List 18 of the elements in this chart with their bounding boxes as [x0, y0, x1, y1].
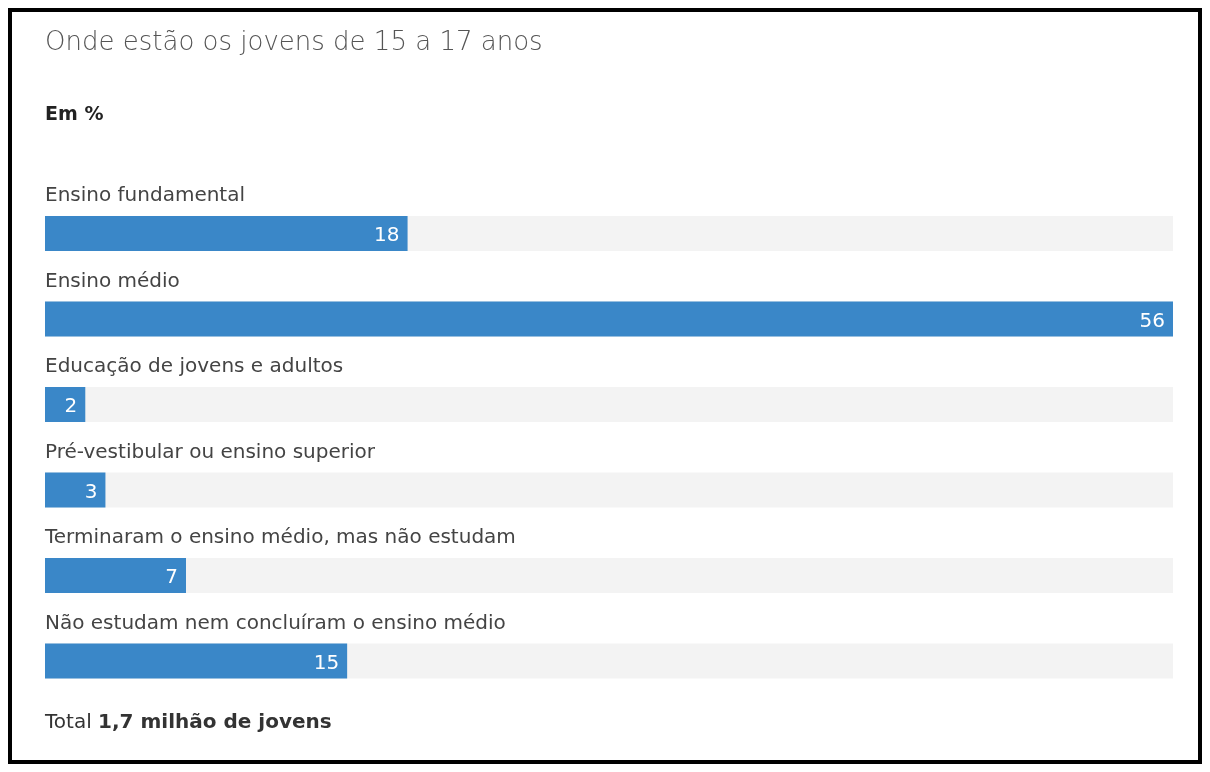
text: Total 1,7 milhão de jovens: [44, 709, 332, 733]
data-label: 56: [1139, 307, 1165, 332]
data-label: 18: [374, 222, 400, 246]
y-tick-label: Educação de jovens e adultos: [45, 353, 344, 377]
data-label: 3: [84, 478, 98, 503]
data-label: 7: [165, 564, 178, 588]
bar: [45, 472, 106, 508]
y-tick-label: Pré-vestibular ou ensino superior: [45, 438, 376, 463]
y-tick-label: Ensino fundamental: [45, 182, 246, 206]
chart-subtitle: Em %: [45, 102, 104, 124]
data-label: 15: [313, 649, 340, 674]
bar: [45, 387, 86, 422]
y-tick-label: Não estudam nem concluíram o ensino médio: [45, 609, 506, 634]
y-tick-label: Ensino médio: [45, 267, 180, 292]
chart-title: Onde estão os jovens de 15 a 17 anos: [45, 26, 543, 56]
bar: [45, 558, 186, 593]
data-label: 2: [64, 393, 78, 417]
y-tick-label: Terminaram o ensino médio, mas não estudam: [44, 524, 516, 548]
